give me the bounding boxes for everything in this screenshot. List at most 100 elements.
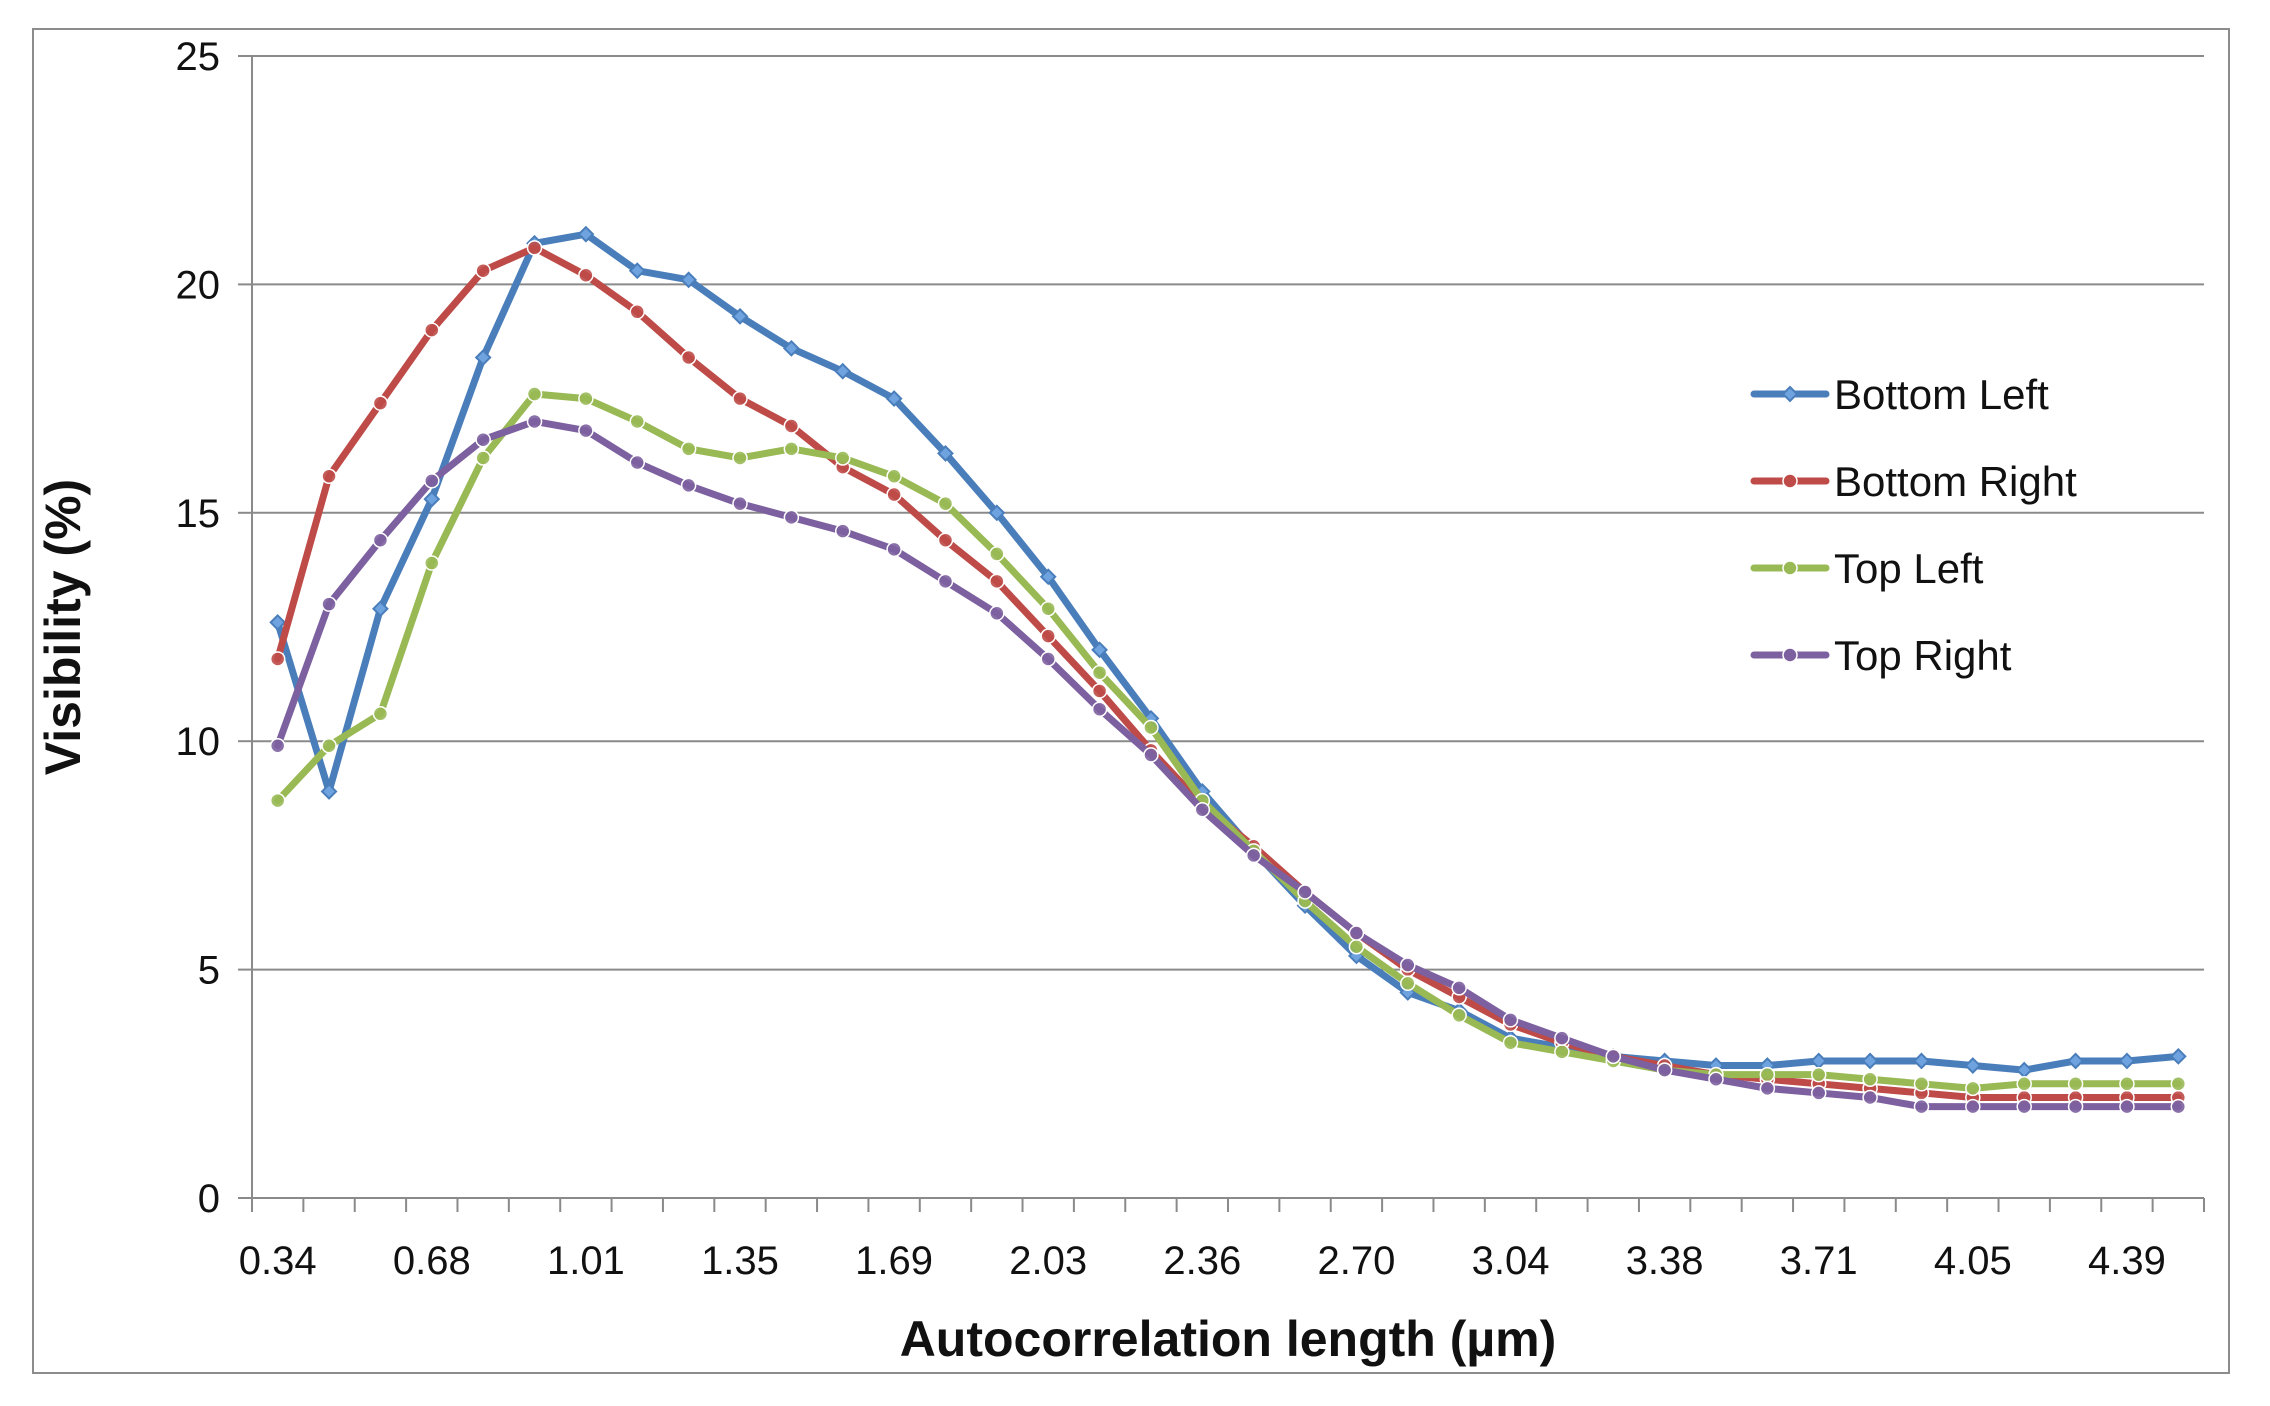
data-point xyxy=(1502,1012,1519,1028)
data-point xyxy=(1040,628,1056,644)
data-point xyxy=(629,413,646,430)
legend-item-bottom-left: Bottom Left xyxy=(1750,371,2049,418)
data-point xyxy=(321,596,337,612)
x-tick-label: 0.68 xyxy=(393,1239,471,1283)
x-tick-label: 2.36 xyxy=(1163,1239,1241,1283)
data-point xyxy=(1091,683,1108,699)
legend-swatch-marker xyxy=(1781,385,1799,403)
data-point xyxy=(1143,747,1159,763)
data-point xyxy=(937,573,954,590)
legend-swatch-marker xyxy=(1782,473,1798,489)
data-point xyxy=(1861,1052,1879,1070)
data-point xyxy=(783,441,800,457)
series-line xyxy=(274,390,2182,1092)
data-point xyxy=(1965,1098,1981,1115)
data-point xyxy=(629,454,646,471)
y-tick-label: 20 xyxy=(176,263,221,307)
data-point xyxy=(2067,1098,2084,1115)
data-point xyxy=(320,783,338,800)
data-point xyxy=(1040,600,1056,617)
data-point xyxy=(680,441,697,457)
data-point xyxy=(2118,1052,2136,1070)
data-point xyxy=(782,339,800,357)
data-point xyxy=(1400,975,1416,992)
data-point xyxy=(474,349,492,366)
x-tick-label: 1.69 xyxy=(855,1239,933,1283)
data-point xyxy=(731,307,749,325)
data-point xyxy=(937,445,954,462)
data-point xyxy=(1039,568,1057,586)
x-tick-label: 2.70 xyxy=(1317,1239,1395,1283)
data-point xyxy=(834,450,851,466)
data-point xyxy=(885,390,903,408)
data-point xyxy=(1913,1052,1930,1070)
data-point xyxy=(321,738,337,754)
data-point xyxy=(628,262,646,280)
data-point xyxy=(269,792,286,809)
x-tick-label: 4.39 xyxy=(2088,1239,2166,1283)
data-point xyxy=(423,490,441,508)
data-point xyxy=(732,390,748,407)
legend-item-top-left: Top Left xyxy=(1750,545,1984,592)
data-point xyxy=(475,262,491,279)
data-point xyxy=(1862,1089,1878,1106)
data-point xyxy=(886,468,902,485)
data-point xyxy=(2016,1098,2032,1115)
data-point xyxy=(886,541,902,558)
y-tick-label: 5 xyxy=(198,949,220,993)
data-point xyxy=(2016,1076,2032,1092)
x-tick-label: 3.71 xyxy=(1780,1239,1858,1283)
line-chart: 0 5 10 15 20 25 0.34 0.68 1.01 1.35 1.69 2.03 2.36 2.… xyxy=(35,35,2205,1367)
data-point xyxy=(578,422,594,439)
data-point xyxy=(269,651,286,667)
data-point xyxy=(1656,1062,1673,1078)
y-axis-title: Visibility (%) xyxy=(35,479,91,775)
x-tick-label: 0.34 xyxy=(239,1239,317,1283)
tick-labels: 0 5 10 15 20 25 0.34 0.68 1.01 1.35 1.69 2.03 2.36 2.… xyxy=(176,35,2166,1283)
data-point xyxy=(2169,1047,2187,1065)
y-tick-label: 25 xyxy=(176,35,221,79)
legend-label: Bottom Right xyxy=(1834,458,2077,505)
data-point xyxy=(834,523,851,539)
data-point xyxy=(680,349,697,366)
series-line xyxy=(274,417,2182,1111)
data-point xyxy=(424,322,440,338)
data-point xyxy=(680,477,697,494)
data-point xyxy=(988,504,1006,522)
data-point xyxy=(886,486,902,503)
data-point xyxy=(372,395,389,411)
data-point xyxy=(783,418,800,434)
chart-frame: 0 5 10 15 20 25 0.34 0.68 1.01 1.35 1.69 2.03 2.36 2.… xyxy=(32,28,2230,1374)
legend-item-bottom-right: Bottom Right xyxy=(1750,458,2077,505)
y-tick-label: 0 xyxy=(198,1177,220,1221)
x-tick-label: 2.03 xyxy=(1009,1239,1087,1283)
x-tick-label: 3.04 xyxy=(1472,1239,1550,1283)
data-point xyxy=(2119,1076,2135,1092)
data-point xyxy=(1091,664,1108,681)
axes xyxy=(238,55,2205,1212)
data-point xyxy=(1913,1098,1930,1115)
data-point xyxy=(526,240,543,256)
data-point xyxy=(424,473,440,489)
data-point xyxy=(1091,701,1108,717)
data-point xyxy=(1964,1057,1982,1074)
data-point xyxy=(989,605,1005,622)
legend-label: Bottom Left xyxy=(1834,371,2049,418)
data-point xyxy=(475,450,491,466)
data-point xyxy=(834,362,852,380)
series-top-right xyxy=(269,413,2187,1115)
data-point xyxy=(1965,1080,1981,1097)
data-point xyxy=(1040,651,1056,667)
data-point xyxy=(2170,1076,2187,1092)
series-lines xyxy=(269,225,2187,1115)
data-point xyxy=(1194,801,1211,818)
data-point xyxy=(269,738,286,754)
data-point xyxy=(989,546,1005,562)
data-point xyxy=(1245,847,1262,864)
data-point xyxy=(732,450,748,466)
data-point xyxy=(783,509,800,526)
data-point xyxy=(732,495,748,512)
data-point xyxy=(578,267,594,284)
legend-label: Top Right xyxy=(1834,632,2012,679)
data-point xyxy=(1451,1007,1467,1024)
